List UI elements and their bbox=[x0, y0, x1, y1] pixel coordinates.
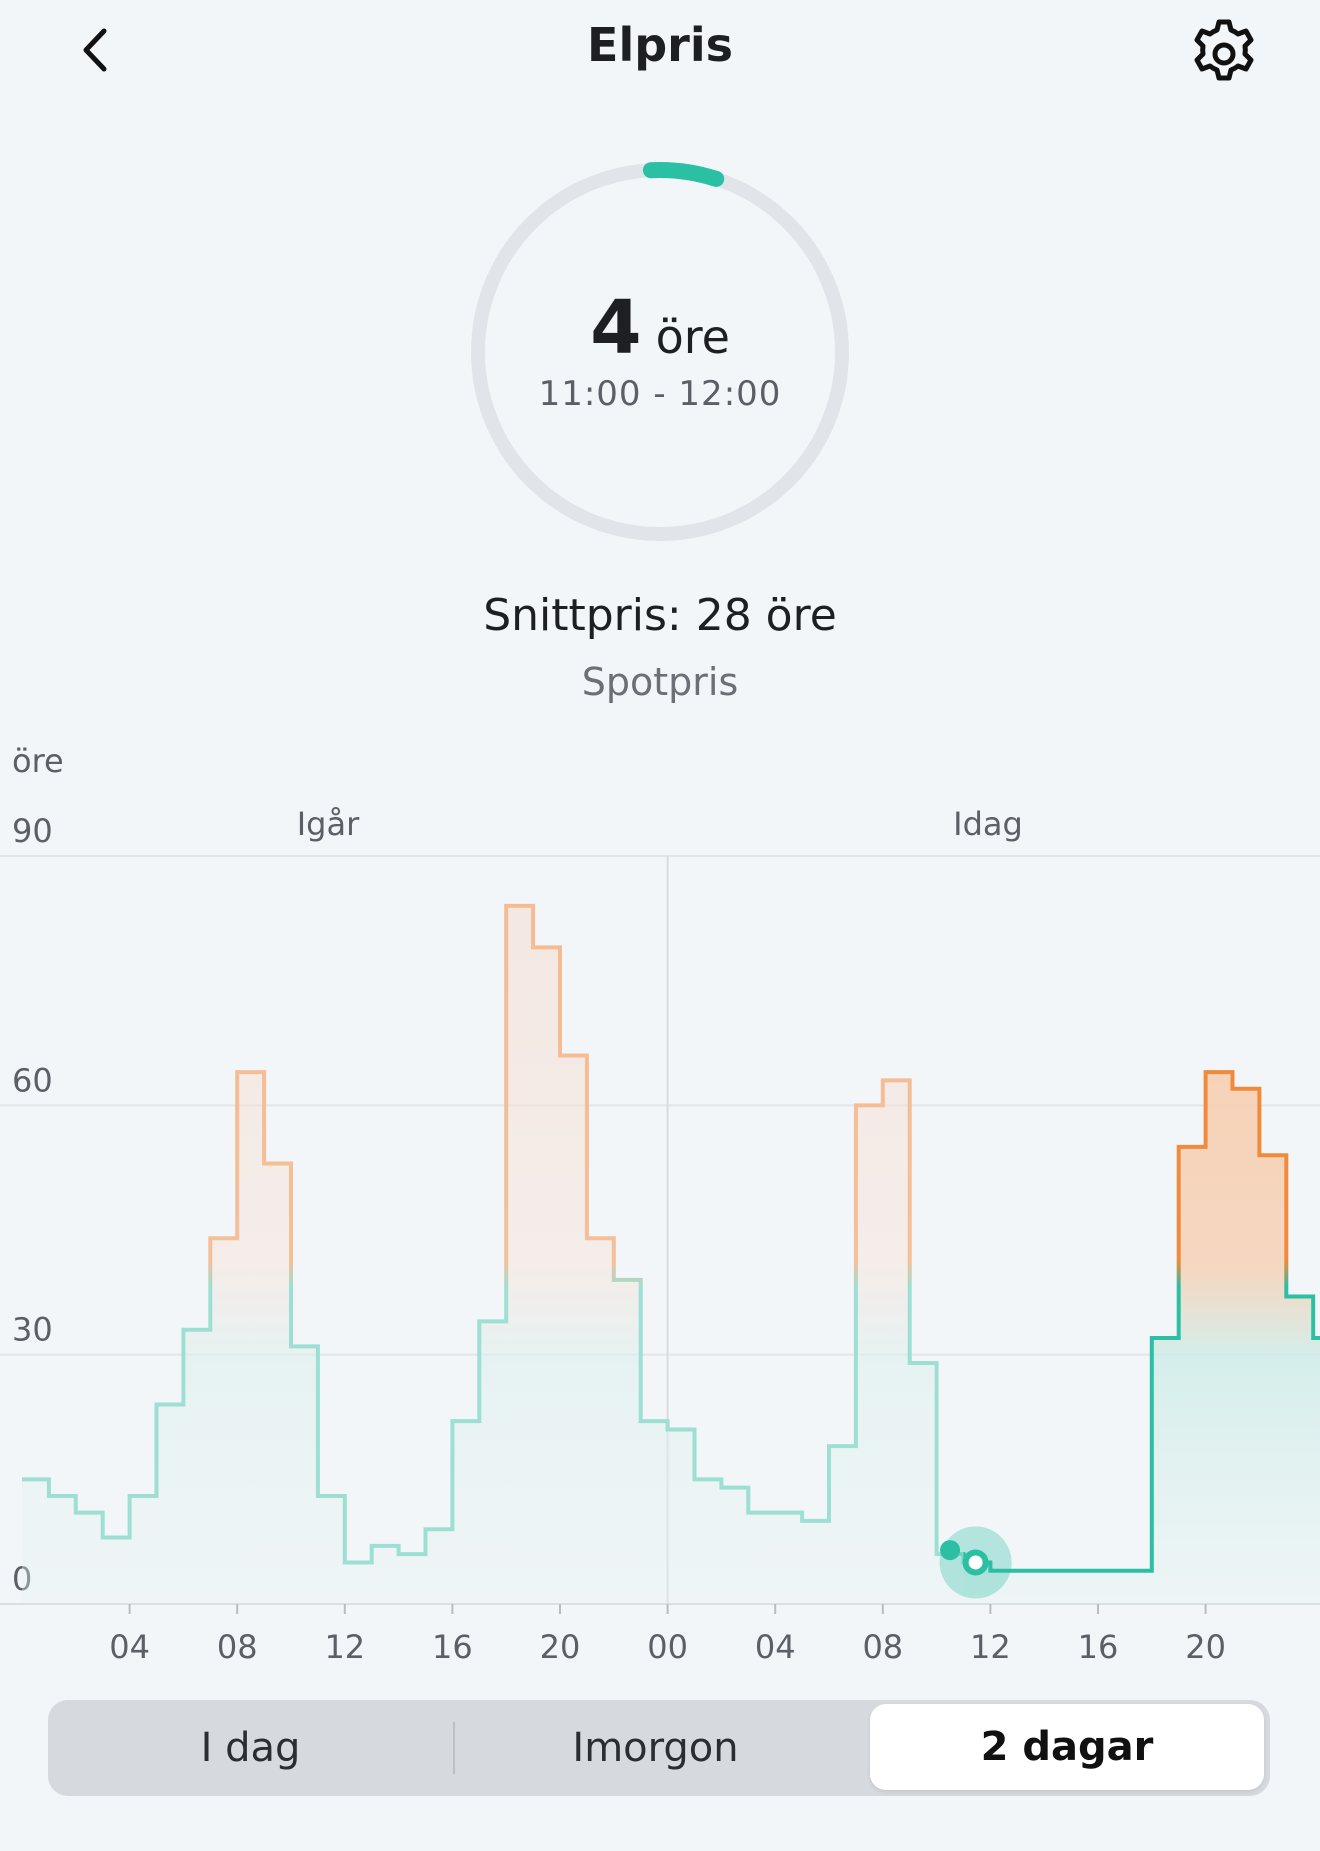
price-type: Spotpris bbox=[581, 660, 739, 704]
day-label-yesterday: Igår bbox=[297, 805, 360, 843]
y-axis-unit: öre bbox=[12, 742, 64, 780]
x-tick-label: 20 bbox=[540, 1628, 581, 1666]
chart-gridlines bbox=[0, 855, 1320, 1356]
x-tick-label: 12 bbox=[970, 1628, 1011, 1666]
current-price-unit: öre bbox=[655, 310, 730, 364]
current-price-value: 4 bbox=[590, 285, 642, 371]
price-gauge: 4 öre 11:00 - 12:00 bbox=[468, 160, 852, 544]
x-tick-label: 20 bbox=[1185, 1628, 1226, 1666]
current-time-range: 11:00 - 12:00 bbox=[538, 374, 782, 414]
y-tick-label: 30 bbox=[12, 1311, 53, 1349]
y-axis-labels: 0306090 bbox=[12, 812, 53, 1598]
x-tick-label: 04 bbox=[109, 1628, 150, 1666]
day-label-today: Idag bbox=[953, 805, 1023, 843]
y-tick-label: 90 bbox=[12, 812, 53, 850]
back-button[interactable] bbox=[62, 18, 126, 82]
range-divider bbox=[453, 1722, 455, 1774]
gear-icon bbox=[1194, 19, 1254, 81]
x-tick-label: 12 bbox=[324, 1628, 365, 1666]
x-tick-label: 00 bbox=[647, 1628, 688, 1666]
x-tick-label: 04 bbox=[755, 1628, 796, 1666]
range-option-today[interactable]: I dag bbox=[200, 1725, 301, 1771]
y-tick-label: 60 bbox=[12, 1061, 53, 1099]
header: Elpris bbox=[0, 0, 1320, 110]
price-line-upcoming bbox=[963, 1070, 1320, 1573]
range-option-tomorrow[interactable]: Imorgon bbox=[572, 1725, 739, 1771]
range-selector: I dag Imorgon 2 dagar bbox=[48, 1700, 1270, 1796]
settings-button[interactable] bbox=[1182, 12, 1266, 96]
price-chart[interactable]: öre Igår Idag 0306090 040812162000040812… bbox=[0, 730, 1320, 1670]
current-hour-marker[interactable] bbox=[939, 1526, 1012, 1599]
range-option-two-days[interactable]: 2 dagar bbox=[870, 1704, 1264, 1790]
average-price: Snittpris: 28 öre bbox=[483, 590, 837, 641]
gauge-ring bbox=[471, 161, 849, 541]
x-tick-label: 08 bbox=[217, 1628, 258, 1666]
price-line-past bbox=[22, 903, 964, 1565]
price-area-upcoming bbox=[963, 1072, 1320, 1604]
x-tick-label: 08 bbox=[862, 1628, 903, 1666]
chevron-left-icon bbox=[83, 28, 107, 72]
x-tick-label: 16 bbox=[1078, 1628, 1119, 1666]
x-axis-ticks: 04 08 12 16 20 00 04 08 12 16 20 bbox=[109, 1604, 1226, 1666]
current-price: 4 öre bbox=[468, 285, 852, 371]
x-tick-label: 16 bbox=[432, 1628, 473, 1666]
gauge-progress-arc bbox=[642, 161, 725, 187]
current-hour-start-dot bbox=[940, 1540, 961, 1561]
page-title: Elpris bbox=[587, 18, 733, 72]
current-hour-dot bbox=[962, 1549, 989, 1576]
price-area-past bbox=[22, 905, 964, 1604]
